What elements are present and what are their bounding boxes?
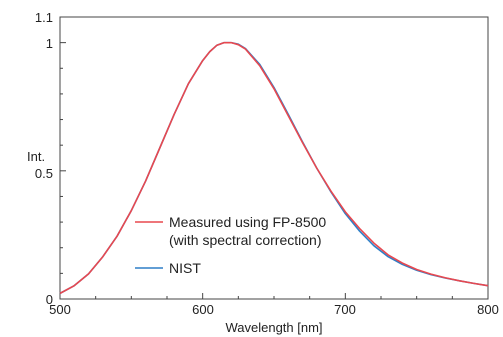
plot-frame <box>59 16 489 300</box>
x-tick-label: 800 <box>477 302 499 317</box>
series-lines <box>59 41 489 295</box>
x-tick-label: 700 <box>334 302 356 317</box>
y-axis-title: Int. <box>27 149 45 164</box>
legend-label-measured-line2: (with spectral correction) <box>169 232 322 248</box>
tick-marks <box>59 42 489 300</box>
series-line-measured <box>59 41 489 295</box>
y-tick-labels: 0 0.5 1 1.1 <box>35 10 53 307</box>
x-axis-title: Wavelength [nm] <box>225 320 322 335</box>
y-tick-label: 0.5 <box>35 166 53 181</box>
x-tick-labels: 500 600 700 800 <box>49 302 499 317</box>
y-tick-label: 1.1 <box>35 10 53 25</box>
legend: Measured using FP-8500 (with spectral co… <box>135 214 326 276</box>
legend-label-nist: NIST <box>169 260 201 276</box>
series-line-nist <box>59 41 489 295</box>
y-tick-label: 1 <box>46 36 53 51</box>
legend-label-measured: Measured using FP-8500 <box>169 214 326 230</box>
y-tick-label: 0 <box>46 292 53 307</box>
x-tick-label: 500 <box>49 302 71 317</box>
x-tick-label: 600 <box>192 302 214 317</box>
